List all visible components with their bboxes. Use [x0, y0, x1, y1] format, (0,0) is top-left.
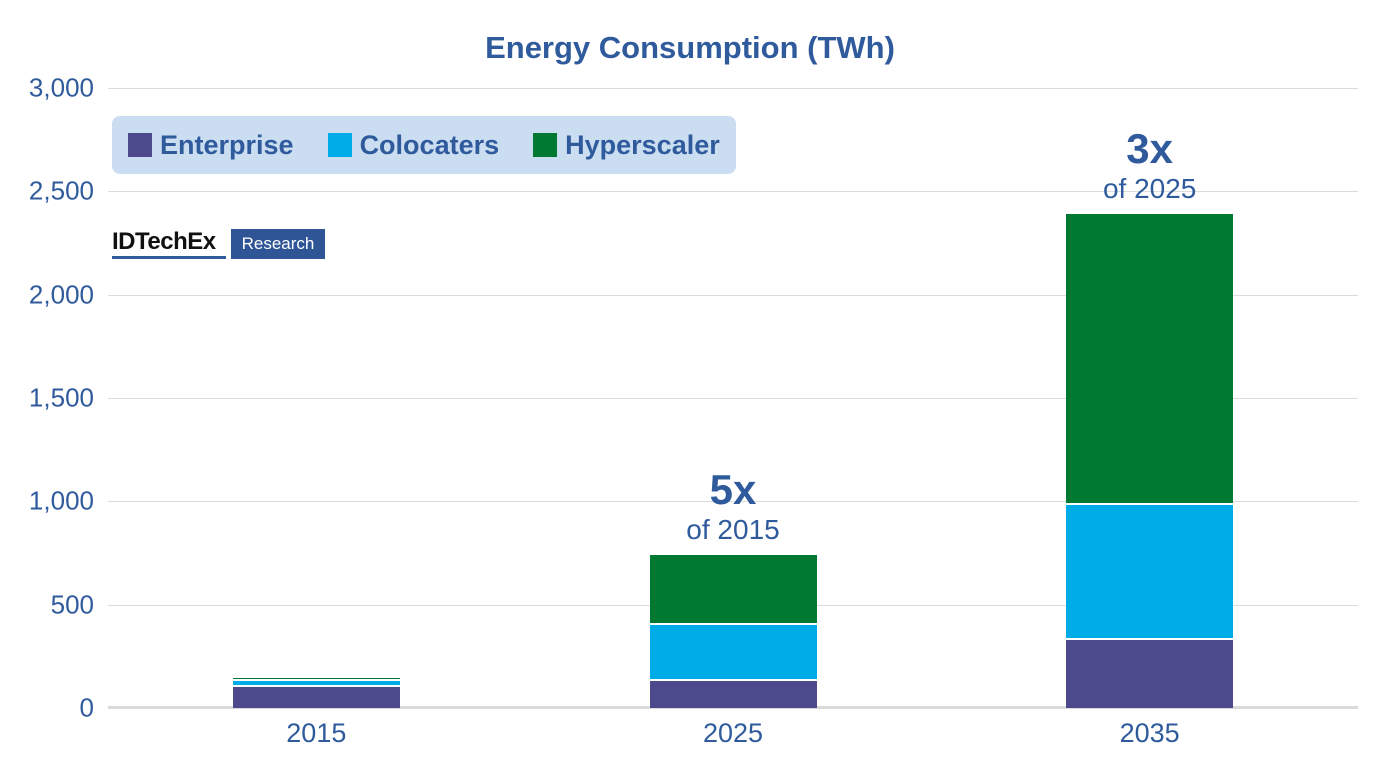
gridline-1,500: [108, 398, 1358, 399]
bar-segment-2025-hyperscaler: [649, 555, 817, 626]
legend-swatch-colocaters: [327, 133, 352, 157]
annotation-multiplier: 3x: [1126, 124, 1174, 172]
y-axis: 0 500 1,000 1,500 2,000 2,500 3,000: [0, 73, 94, 723]
bar-segment-2015-colocaters: [232, 681, 400, 688]
annotation-2025: 5x of 2015: [686, 465, 780, 546]
bar-2035: [1066, 214, 1234, 708]
x-axis-label-2015: 2015: [286, 718, 347, 748]
bar-segment-2015-enterprise: [232, 687, 400, 708]
x-axis-label-2025: 2025: [702, 718, 764, 748]
legend-item-hyperscaler: Hyperscaler: [533, 130, 720, 161]
bar-segment-2035-colocaters: [1066, 505, 1234, 640]
annotation-reference: of 2025: [1102, 172, 1197, 204]
legend-swatch-hyperscaler: [533, 133, 558, 157]
plot-area: 2015 2025 2035 5x of 2015 3x of 2025: [108, 88, 1358, 748]
gridline-2,000: [108, 294, 1358, 296]
annotation-multiplier: 5x: [709, 465, 757, 513]
y-tick-label: 500: [50, 589, 94, 620]
idtechex-research-badge: Research: [230, 229, 326, 260]
y-tick-label: 1,500: [28, 382, 94, 413]
bar-2025: [649, 555, 817, 708]
x-axis-label-2035: 2035: [1119, 718, 1180, 748]
bar-segment-2025-colocaters: [649, 625, 817, 682]
legend-label-enterprise: Enterprise: [160, 129, 294, 160]
idtechex-logo: IDTechEx Research: [112, 229, 326, 260]
chart-title: Energy Consumption (TWh): [485, 30, 895, 65]
legend-label-hyperscaler: Hyperscaler: [565, 129, 720, 160]
y-tick-label: 1,000: [28, 485, 94, 516]
gridline-2,500: [108, 191, 1358, 193]
legend-label-colocaters: Colocaters: [359, 129, 500, 160]
idtechex-logo-text: IDTechEx: [112, 229, 226, 260]
annotation-reference: of 2015: [686, 513, 780, 545]
legend-swatch-enterprise: [128, 133, 152, 157]
annotation-2035: 3x of 2025: [1102, 124, 1197, 205]
gridline-0: [108, 708, 1358, 709]
y-tick-label: 2,500: [28, 175, 94, 206]
y-tick-label: 2,000: [28, 279, 94, 310]
bar-2015: [232, 678, 400, 708]
bar-segment-2035-enterprise: [1066, 639, 1234, 708]
gridline-1,000: [108, 501, 1358, 503]
y-tick-label: 0: [79, 692, 94, 723]
gridline-3,000: [108, 88, 1358, 89]
legend-item-colocaters: Colocaters: [327, 129, 500, 161]
y-tick-label: 3,000: [28, 72, 94, 103]
bar-segment-2035-hyperscaler: [1066, 214, 1234, 506]
bar-segment-2025-enterprise: [649, 681, 817, 708]
chart-legend: Enterprise Colocaters Hyperscaler: [112, 116, 736, 174]
bar-segment-2015-hyperscaler: [232, 678, 400, 682]
legend-item-enterprise: Enterprise: [128, 130, 294, 161]
